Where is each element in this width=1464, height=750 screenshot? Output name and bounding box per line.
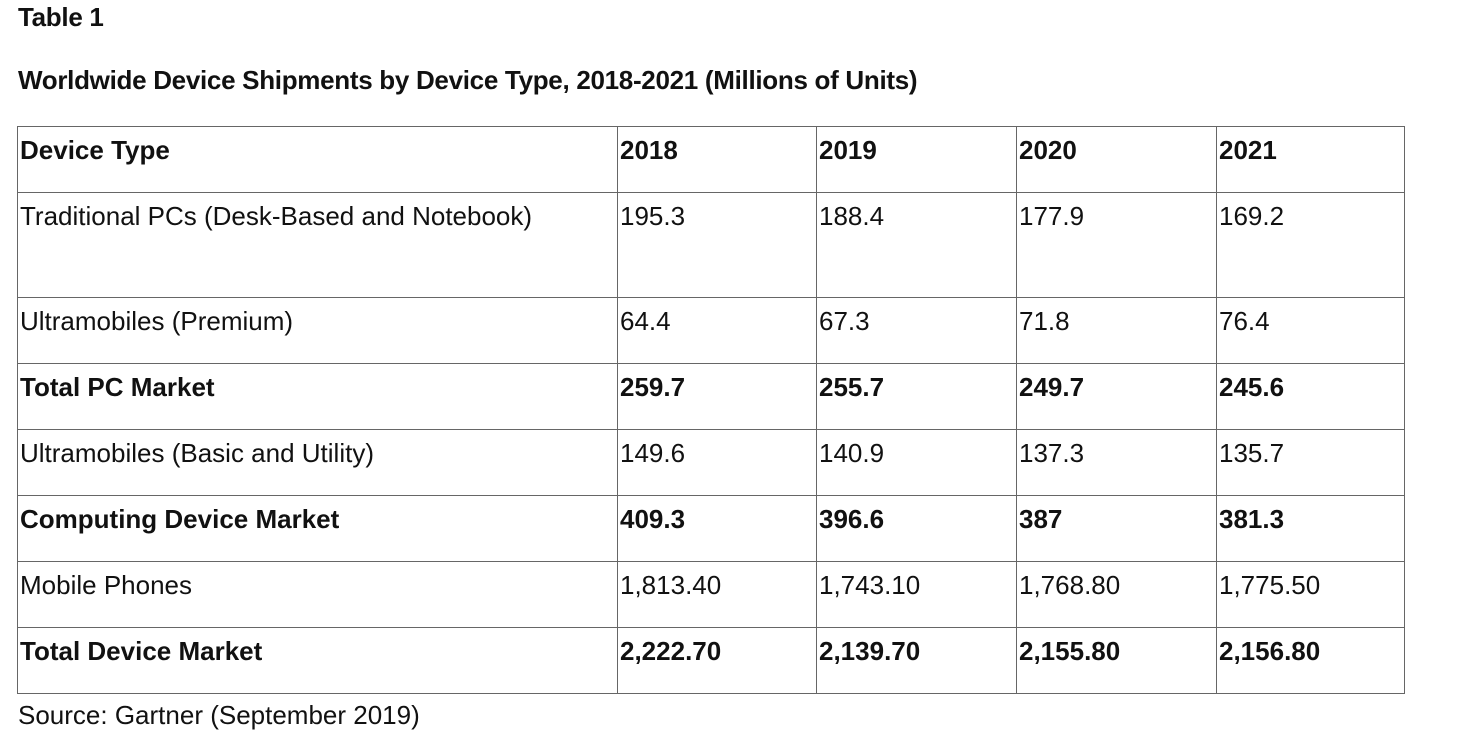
cell-value: 255.7: [816, 363, 1017, 430]
column-header-device-type: Device Type: [17, 126, 618, 193]
table-row: Traditional PCs (Desk-Based and Notebook…: [17, 192, 1405, 298]
cell-value: 2,222.70: [617, 627, 817, 694]
row-label: Traditional PCs (Desk-Based and Notebook…: [17, 192, 618, 298]
cell-value: 2,155.80: [1016, 627, 1217, 694]
cell-value: 169.2: [1216, 192, 1405, 298]
cell-value: 149.6: [617, 429, 817, 496]
shipments-table: Device Type 2018 2019 2020 2021 Traditio…: [17, 126, 1405, 694]
cell-value: 64.4: [617, 297, 817, 364]
cell-value: 387: [1016, 495, 1217, 562]
cell-value: 195.3: [617, 192, 817, 298]
cell-value: 76.4: [1216, 297, 1405, 364]
row-label: Total PC Market: [17, 363, 618, 430]
column-header-2021: 2021: [1216, 126, 1405, 193]
table-row: Ultramobiles (Premium) 64.4 67.3 71.8 76…: [17, 297, 1405, 364]
source-note: Source: Gartner (September 2019): [18, 700, 420, 730]
cell-value: 381.3: [1216, 495, 1405, 562]
column-header-2018: 2018: [617, 126, 817, 193]
cell-value: 71.8: [1016, 297, 1217, 364]
row-label: Computing Device Market: [17, 495, 618, 562]
column-header-2019: 2019: [816, 126, 1017, 193]
column-header-2020: 2020: [1016, 126, 1217, 193]
table-row-total: Total Device Market 2,222.70 2,139.70 2,…: [17, 627, 1405, 694]
table-label: Table 1: [18, 2, 104, 32]
row-label: Total Device Market: [17, 627, 618, 694]
cell-value: 137.3: [1016, 429, 1217, 496]
row-label: Ultramobiles (Premium): [17, 297, 618, 364]
cell-value: 2,139.70: [816, 627, 1017, 694]
table-header-row: Device Type 2018 2019 2020 2021: [17, 126, 1405, 193]
row-label: Mobile Phones: [17, 561, 618, 628]
cell-value: 188.4: [816, 192, 1017, 298]
cell-value: 67.3: [816, 297, 1017, 364]
table-row: Ultramobiles (Basic and Utility) 149.6 1…: [17, 429, 1405, 496]
cell-value: 140.9: [816, 429, 1017, 496]
cell-value: 2,156.80: [1216, 627, 1405, 694]
table-row-total: Computing Device Market 409.3 396.6 387 …: [17, 495, 1405, 562]
cell-value: 1,775.50: [1216, 561, 1405, 628]
cell-value: 396.6: [816, 495, 1017, 562]
table-row-total: Total PC Market 259.7 255.7 249.7 245.6: [17, 363, 1405, 430]
cell-value: 249.7: [1016, 363, 1217, 430]
cell-value: 259.7: [617, 363, 817, 430]
cell-value: 1,768.80: [1016, 561, 1217, 628]
cell-value: 409.3: [617, 495, 817, 562]
cell-value: 135.7: [1216, 429, 1405, 496]
cell-value: 1,743.10: [816, 561, 1017, 628]
cell-value: 177.9: [1016, 192, 1217, 298]
row-label: Ultramobiles (Basic and Utility): [17, 429, 618, 496]
cell-value: 1,813.40: [617, 561, 817, 628]
table-title: Worldwide Device Shipments by Device Typ…: [18, 65, 918, 95]
table-row: Mobile Phones 1,813.40 1,743.10 1,768.80…: [17, 561, 1405, 628]
cell-value: 245.6: [1216, 363, 1405, 430]
